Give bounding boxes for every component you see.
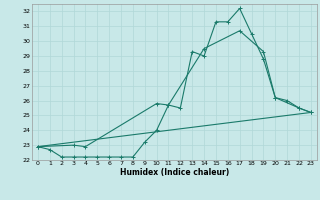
X-axis label: Humidex (Indice chaleur): Humidex (Indice chaleur)	[120, 168, 229, 177]
